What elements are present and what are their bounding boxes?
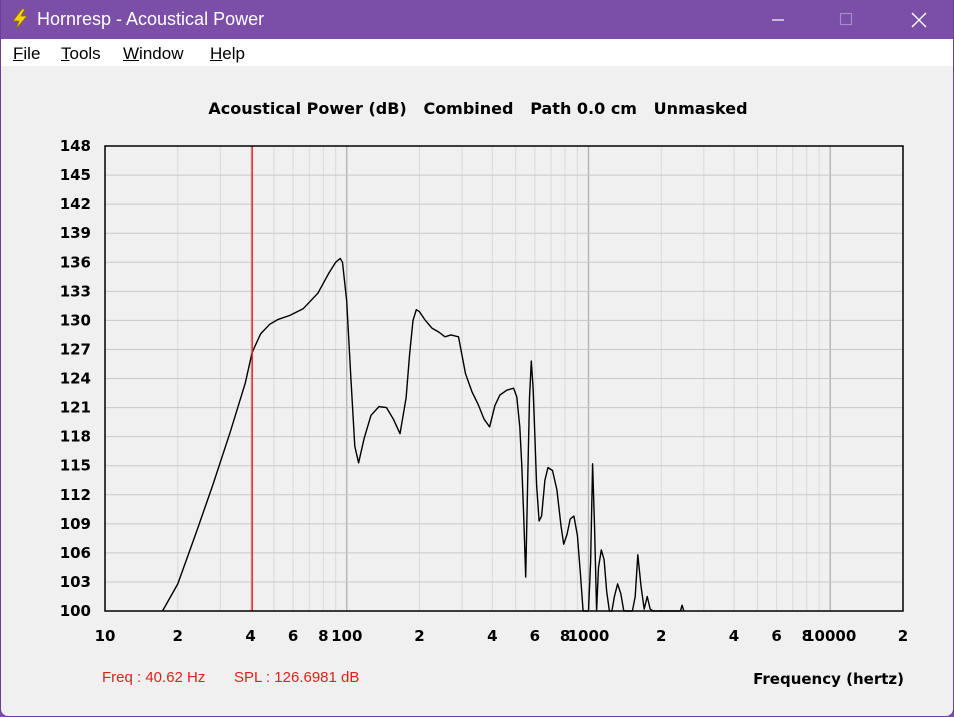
menu-window[interactable]: Window xyxy=(123,44,184,63)
x-tick-label: 4 xyxy=(729,627,739,645)
x-tick-label: 6 xyxy=(530,627,540,645)
minimize-button[interactable] xyxy=(755,0,801,39)
x-tick-label: 2 xyxy=(898,627,908,645)
x-tick-label: 10000 xyxy=(804,627,856,645)
grid-lines xyxy=(105,145,903,612)
y-tick-label: 127 xyxy=(60,340,91,358)
y-tick-labels: 100 103 106 109 112 115 118 121 124 127 130 133 136 1… xyxy=(60,137,91,620)
y-tick-label: 112 xyxy=(60,486,91,504)
x-tick-label: 6 xyxy=(288,627,298,645)
y-tick-label: 139 xyxy=(60,224,91,242)
x-tick-label: 1000 xyxy=(568,627,610,645)
plot-area[interactable]: Acoustical Power (dB) Combined Path 0.0 … xyxy=(1,66,954,716)
menu-tools[interactable]: Tools xyxy=(61,44,101,63)
y-tick-label: 103 xyxy=(60,573,91,591)
x-tick-label: 6 xyxy=(771,627,781,645)
maximize-icon xyxy=(839,12,853,26)
title-bar[interactable]: Hornresp - Acoustical Power xyxy=(1,0,953,39)
menu-file[interactable]: File xyxy=(13,44,41,63)
x-tick-label: 4 xyxy=(487,627,497,645)
y-tick-label: 115 xyxy=(60,457,91,475)
menu-bar: File Tools Window Help xyxy=(1,39,953,66)
y-tick-label: 130 xyxy=(60,311,91,329)
x-tick-label: 8 xyxy=(318,627,328,645)
y-tick-label: 133 xyxy=(60,282,91,300)
close-icon xyxy=(911,12,927,28)
menu-help[interactable]: Help xyxy=(210,44,245,63)
close-button[interactable] xyxy=(895,0,941,39)
x-tick-label: 100 xyxy=(331,627,362,645)
acoustical-power-curve xyxy=(161,257,685,612)
status-frequency: Freq : 40.62 Hz xyxy=(102,669,206,686)
window-title: Hornresp - Acoustical Power xyxy=(37,9,265,29)
y-tick-label: 136 xyxy=(60,253,91,271)
x-tick-label: 2 xyxy=(656,627,666,645)
y-tick-label: 109 xyxy=(60,515,91,533)
acoustical-power-chart[interactable]: Acoustical Power (dB) Combined Path 0.0 … xyxy=(1,66,954,716)
series-layer xyxy=(161,257,685,612)
x-tick-label: 4 xyxy=(245,627,255,645)
y-tick-label: 148 xyxy=(60,137,91,155)
y-tick-label: 106 xyxy=(60,544,91,562)
x-tick-label: 2 xyxy=(173,627,183,645)
lightning-bolt-icon xyxy=(12,8,28,30)
y-tick-label: 118 xyxy=(60,428,91,446)
y-tick-label: 124 xyxy=(60,370,91,388)
status-spl: SPL : 126.6981 dB xyxy=(234,669,360,686)
x-tick-label: 10 xyxy=(95,627,116,645)
minimize-icon xyxy=(772,19,784,21)
plot-frame xyxy=(104,145,904,612)
y-tick-label: 121 xyxy=(60,399,91,417)
maximize-button[interactable] xyxy=(823,0,869,39)
x-tick-label: 2 xyxy=(414,627,424,645)
y-tick-label: 100 xyxy=(60,602,91,620)
y-tick-label: 145 xyxy=(60,166,91,184)
x-tick-label: 8 xyxy=(802,627,812,645)
x-axis-label: Frequency (hertz) xyxy=(753,670,904,688)
y-tick-label: 142 xyxy=(60,195,91,213)
x-tick-label: 8 xyxy=(560,627,570,645)
chart-title: Acoustical Power (dB) Combined Path 0.0 … xyxy=(208,99,747,118)
